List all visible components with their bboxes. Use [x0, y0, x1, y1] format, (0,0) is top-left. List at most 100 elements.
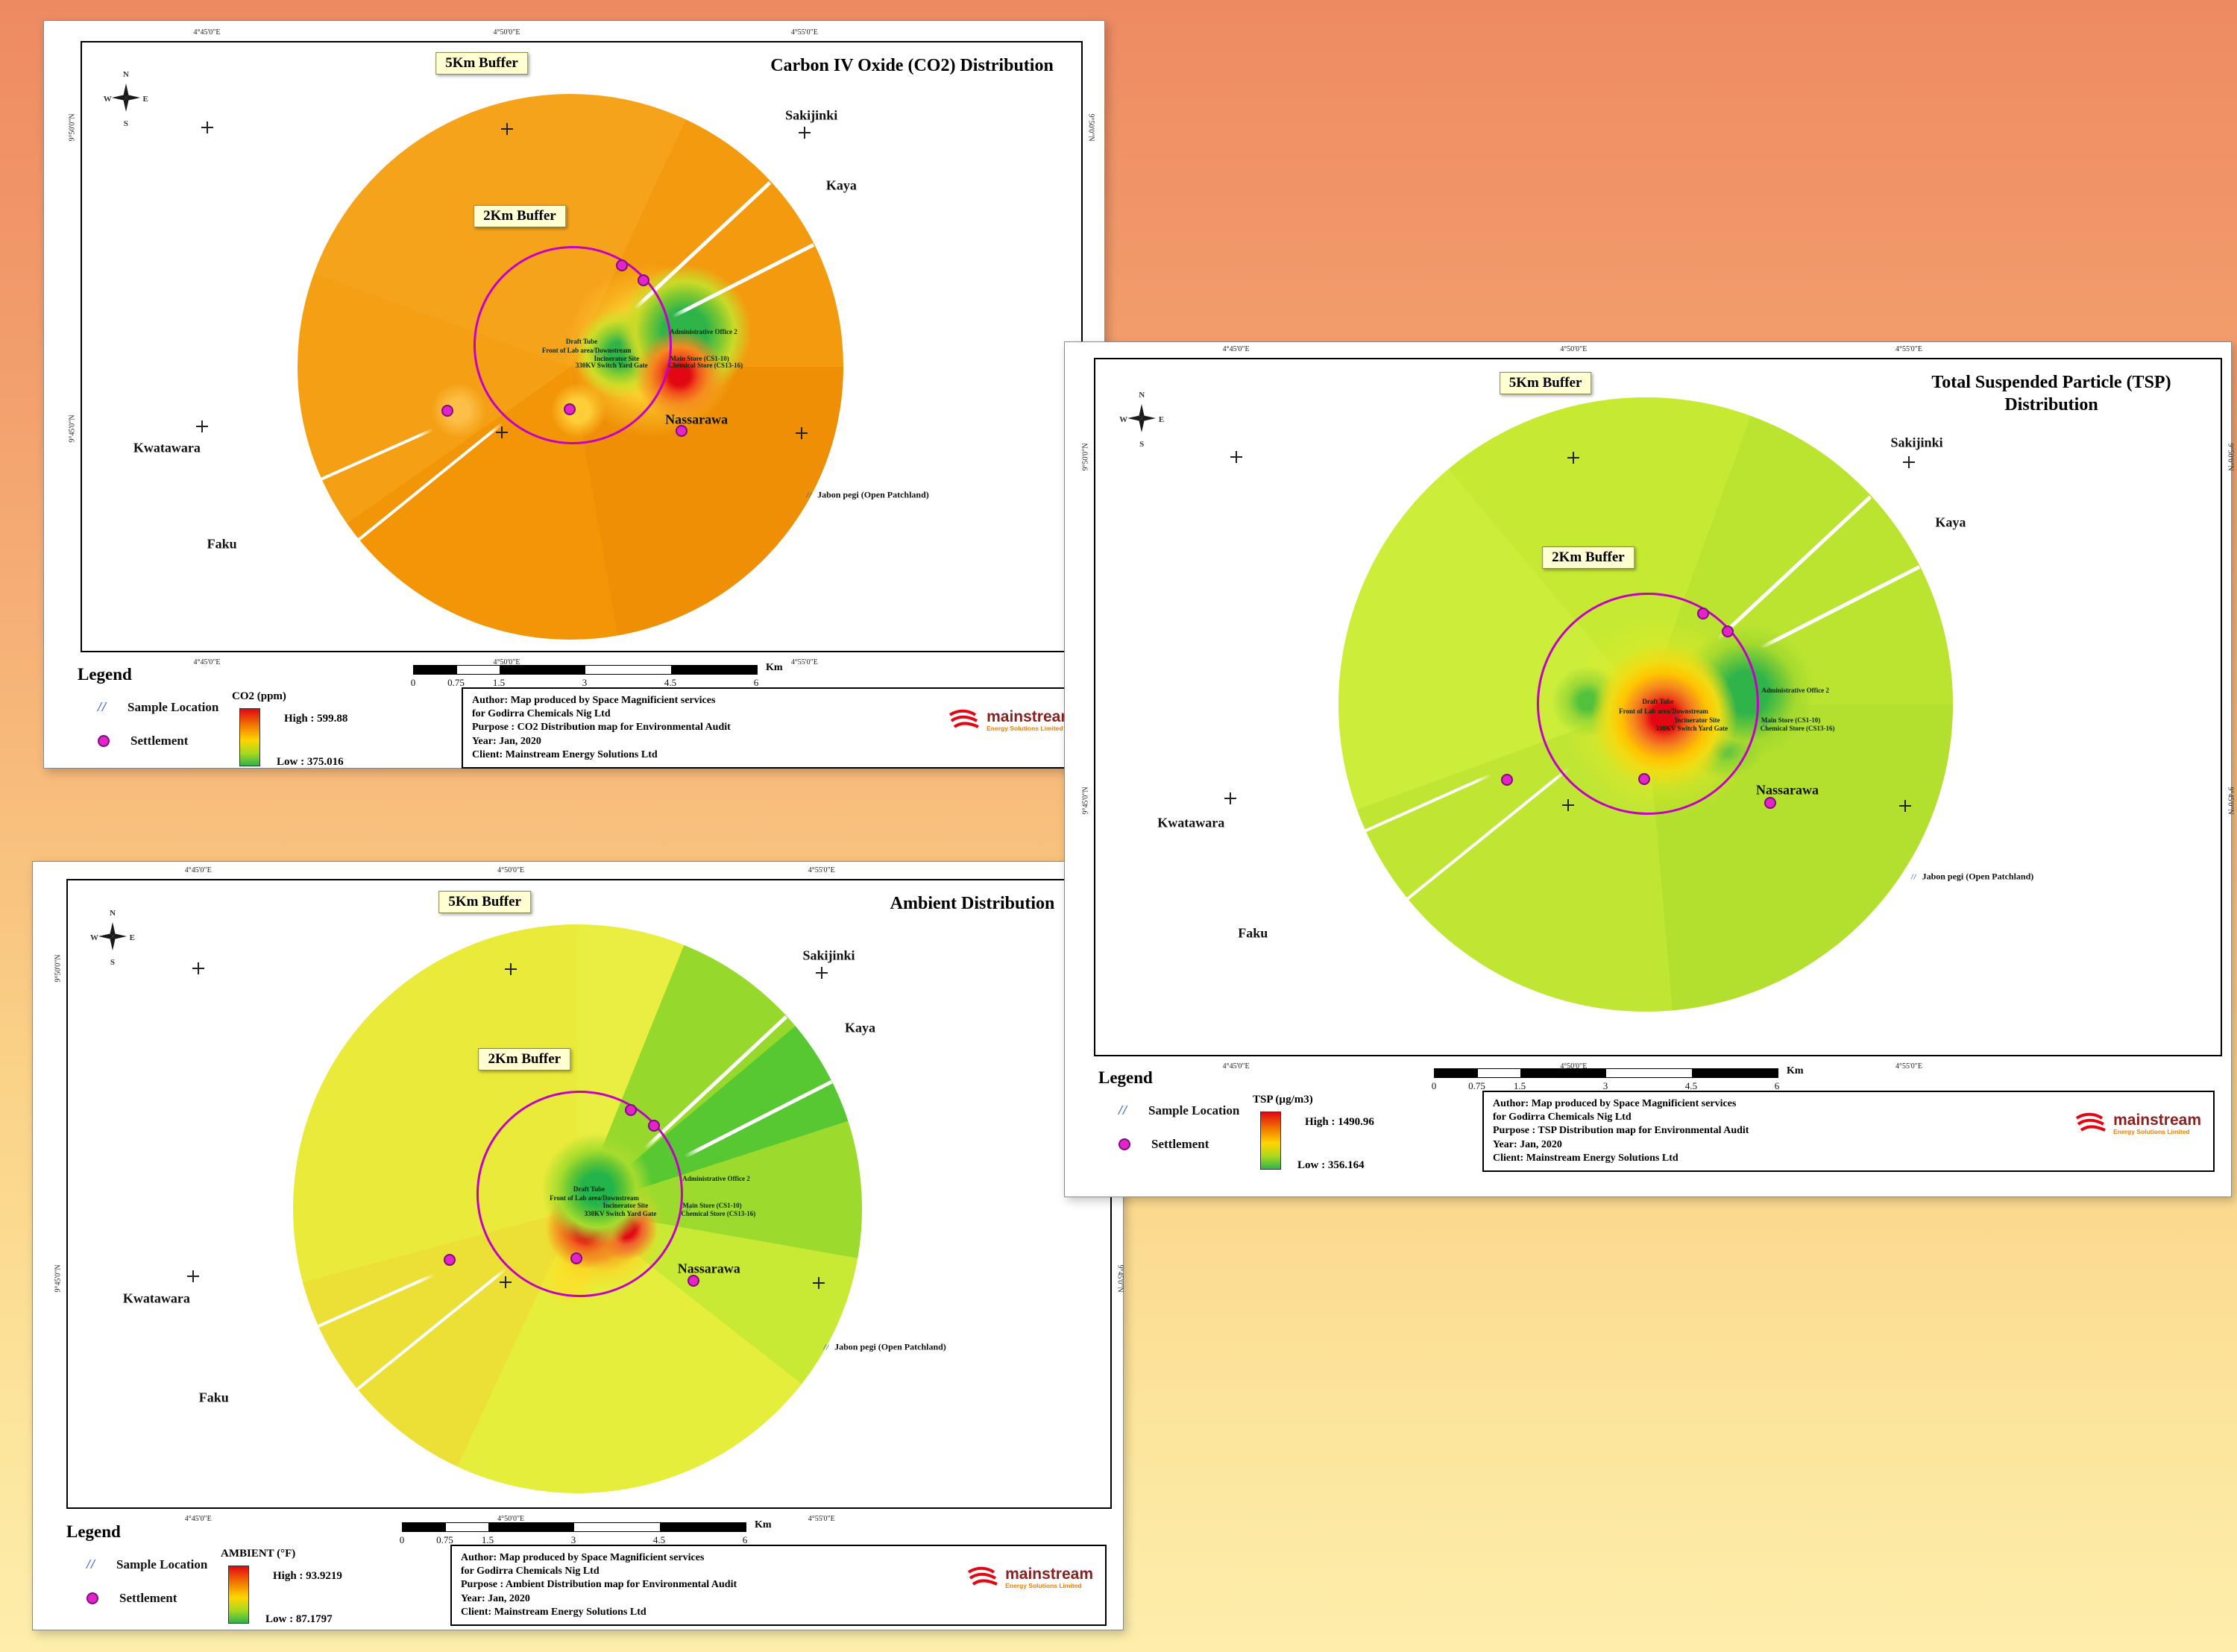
coord-label: 4°45'0"E [1222, 345, 1250, 353]
logo-name: mainstream [987, 707, 1075, 725]
tsp-map-panel: 4°45'0"E 4°50'0"E 4°55'0"E 4°45'0"E 4°50… [1064, 341, 2235, 1197]
logo-tagline: Energy Solutions Limited [987, 724, 1063, 732]
graticule-cross [798, 126, 811, 139]
settlement-label: Settlement [119, 1591, 177, 1605]
scale-label: 3 [570, 1534, 576, 1545]
logo-waves-icon [967, 1566, 998, 1586]
scale-label: 3 [582, 677, 588, 688]
coord-label: 4°50'0"E [493, 28, 520, 37]
sample-location-label: Sample Location [116, 1557, 208, 1571]
map-title-line1: Ambient Distribution [890, 894, 1055, 913]
place-label-jabon-text: Jabon pegi (Open Patchland) [1922, 871, 2034, 882]
legend-low-value: Low : 375.016 [277, 756, 344, 768]
sample-location-icon: // [675, 356, 681, 365]
scale-label: 1.5 [492, 677, 506, 688]
logo-waves-icon [948, 709, 979, 728]
sample-location-icon: // [1118, 1103, 1128, 1117]
site-label-main-store: Main Store (CS1-10) [682, 1202, 742, 1210]
place-label-kwatawara: Kwatawara [133, 440, 201, 455]
legend-color-ramp [239, 708, 260, 766]
coord-label: 9°45'0"N [54, 1264, 63, 1293]
mainstream-logo: mainstream Energy Solutions Limited [946, 708, 1075, 734]
settlement-dot [624, 1103, 637, 1116]
place-label-kaya: Kaya [825, 177, 857, 193]
legend-low-value: Low : 87.1797 [265, 1613, 333, 1625]
logo-tagline: Energy Solutions Limited [1005, 1581, 1082, 1589]
place-label-jabon: // Jabon pegi (Open Patchland) [807, 490, 929, 501]
coord-label: 4°50'0"E [1560, 345, 1588, 353]
scale-label: 0.75 [1468, 1080, 1485, 1091]
sample-location-icon: // [98, 699, 107, 714]
site-label-switch-yard: 330KV Switch Yard Gate [575, 362, 648, 370]
buffer-5km-label: 5Km Buffer [1499, 371, 1592, 394]
legend-high-value: High : 599.88 [284, 713, 348, 725]
legend-heading: Legend [1098, 1068, 1153, 1087]
site-label-incinerator: Incinerator Site [1675, 716, 1720, 725]
coord-label: 4°55'0"E [790, 658, 818, 666]
settlement-label: Settlement [1151, 1137, 1209, 1151]
settlement-dot [1722, 625, 1734, 637]
credits-box: Author: Map produced by Space Magnificie… [1482, 1091, 2215, 1172]
coord-label: 4°55'0"E [808, 1515, 835, 1523]
coord-label: 4°50'0"E [493, 658, 520, 666]
credit-client: Client: Mainstream Energy Solutions Ltd [461, 1606, 646, 1618]
settlement-dot [563, 403, 576, 416]
sample-location-icon: // [806, 491, 813, 500]
coord-label: 9°45'0"N [1081, 786, 1090, 816]
buffer-2km-ring [473, 246, 673, 445]
legend-color-ramp [228, 1566, 249, 1624]
buffer-5km-label: 5Km Buffer [435, 51, 528, 75]
scale-unit: Km [755, 1519, 772, 1530]
settlement-icon [1118, 1138, 1130, 1150]
scale-bar-labels: 0 0.75 1.5 3 4.5 6 [411, 677, 759, 690]
settlement-dot [1764, 797, 1777, 810]
map-frame: 4°45'0"E 4°50'0"E 4°55'0"E 4°45'0"E 4°50… [54, 866, 1124, 1523]
graticule-cross [500, 122, 513, 135]
place-label-nassarawa: Nassarawa [665, 412, 729, 427]
sample-location-label: Sample Location [1148, 1103, 1240, 1117]
place-label-jabon: // Jabon pegi (Open Patchland) [824, 1341, 946, 1352]
coord-label: 9°50'0"N [1086, 113, 1095, 142]
mainstream-logo: mainstream Energy Solutions Limited [965, 1566, 1093, 1591]
amb-map-panel: 4°45'0"E 4°50'0"E 4°55'0"E 4°45'0"E 4°50… [32, 861, 1124, 1630]
place-label-nassarawa: Nassarawa [1756, 782, 1819, 798]
coord-label: 4°50'0"E [1560, 1062, 1588, 1071]
sample-location-icon: // [686, 1204, 692, 1212]
settlement-dot [676, 424, 688, 437]
co2-map-panel: 4°45'0"E 4°50'0"E 4°55'0"E 4°45'0"E 4°50… [43, 20, 1105, 769]
scale-label: 1.5 [1513, 1080, 1526, 1091]
buffer-2km-label: 2Km Buffer [478, 1047, 571, 1071]
sample-location-icon: // [594, 350, 600, 358]
place-label-faku: Faku [198, 1390, 229, 1405]
logo-name: mainstream [1005, 1565, 1093, 1583]
place-label-sakijinki: Sakijinki [802, 948, 855, 963]
compass-e-label: E [129, 933, 135, 942]
scale-label: 1.5 [481, 1534, 494, 1545]
site-label-front-lab: Front of Lab area/Downstream [541, 346, 632, 354]
compass-s-label: S [1139, 439, 1145, 449]
place-label-sakijinki: Sakijinki [1890, 435, 1943, 450]
site-label-incinerator: Incinerator Site [594, 354, 640, 362]
compass-n-label: N [122, 69, 129, 79]
credit-purpose: Purpose : TSP Distribution map for Envir… [1493, 1125, 1749, 1137]
buffer-2km-ring [476, 1090, 684, 1297]
settlement-dot [615, 259, 628, 271]
credit-author-line2: for Godirra Chemicals Nig Ltd [1493, 1112, 1632, 1123]
coord-label: 4°55'0"E [790, 28, 818, 37]
credit-year: Year: Jan, 2020 [461, 1592, 530, 1604]
buffer-2km-label: 2Km Buffer [1542, 546, 1635, 569]
coord-label: 4°55'0"E [1895, 345, 1922, 353]
credit-year: Year: Jan, 2020 [472, 735, 541, 747]
settlement-dot [443, 1253, 456, 1266]
settlement-dot [1501, 774, 1514, 786]
legend-settlement-row: Settlement [1118, 1137, 1209, 1152]
coord-label: 4°45'0"E [193, 658, 221, 666]
site-label-chemical-store: Chemical Store (CS13-16) [681, 1209, 756, 1217]
sample-location-icon: // [602, 1197, 608, 1205]
credit-year: Year: Jan, 2020 [1493, 1138, 1562, 1150]
graticule-cross [192, 962, 204, 974]
compass-s-label: S [123, 119, 128, 128]
graticule-cross [815, 967, 828, 980]
legend-heading: Legend [66, 1522, 121, 1541]
compass-w-label: W [1119, 414, 1128, 424]
